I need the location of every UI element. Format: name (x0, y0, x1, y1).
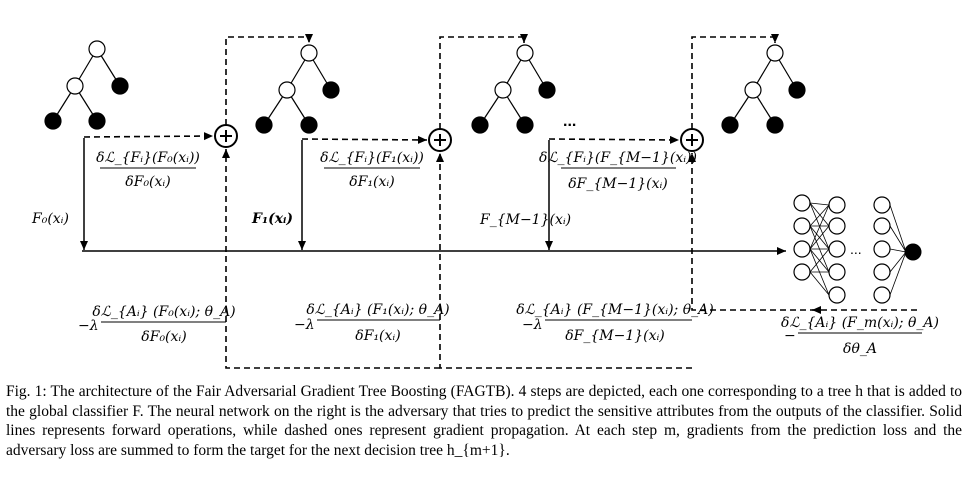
pred-grad-den-2: δF_{M−1}(xᵢ) (568, 176, 668, 192)
pred-grad-fraction-2: δℒ_{Fᵢ}(F_{M−1}(xᵢ)) δF_{M−1}(xᵢ) (539, 150, 697, 192)
trees-ellipsis: ... (563, 113, 576, 130)
adversary-network: ... (793, 194, 922, 304)
adv-grad-fraction-0: −λ δℒ_{Aᵢ} (F₀(xᵢ); θ_A) δF₀(xᵢ) (78, 304, 236, 345)
adv-grad-den-1: δF₁(xᵢ) (355, 328, 400, 344)
forward-lines (80, 138, 786, 255)
pred-grad-num-1: δℒ_{Fᵢ}(F₁(xᵢ)) (320, 150, 424, 166)
adv-grad-fraction-3: − δℒ_{Aᵢ} (F_m(xᵢ); θ_A) δθ_A (781, 315, 939, 357)
sum-node-2 (428, 128, 452, 152)
pred-grad-num-2: δℒ_{Fᵢ}(F_{M−1}(xᵢ)) (539, 150, 697, 166)
figure-caption: Fig. 1: The architecture of the Fair Adv… (6, 383, 962, 459)
tree-1 (255, 44, 340, 134)
label-f0: F₀(xᵢ) (31, 211, 69, 227)
pred-grad-fraction-1: δℒ_{Fᵢ}(F₁(xᵢ)) δF₁(xᵢ) (320, 150, 424, 190)
pred-grad-den-0: δF₀(xᵢ) (125, 174, 170, 190)
sum-node-1 (214, 124, 238, 148)
adv-grad-num-1: δℒ_{Aᵢ} (F₁(xᵢ); θ_A) (306, 302, 449, 318)
adv-grad-num-3: δℒ_{Aᵢ} (F_m(xᵢ); θ_A) (781, 315, 939, 331)
pred-grad-den-1: δF₁(xᵢ) (349, 174, 394, 190)
sum-node-3 (680, 128, 704, 152)
tree-3 (721, 44, 806, 134)
adv-grad-fraction-2: −λ δℒ_{Aᵢ} (F_{M−1}(xᵢ); θ_A) δF_{M−1}(x… (516, 302, 713, 344)
label-fm1: F_{M−1}(xᵢ) (479, 212, 571, 228)
adv-grad-prefix-3: − (784, 328, 796, 344)
label-f1: F₁(xᵢ) (251, 211, 293, 227)
adv-grad-prefix-2: −λ (522, 317, 543, 333)
adv-grad-num-0: δℒ_{Aᵢ} (F₀(xᵢ); θ_A) (92, 304, 235, 320)
adv-grad-den-3: δθ_A (843, 341, 877, 357)
adv-grad-num-2: δℒ_{Aᵢ} (F_{M−1}(xᵢ); θ_A) (516, 302, 713, 318)
nn-ellipsis: ... (850, 241, 862, 257)
pred-grad-num-0: δℒ_{Fᵢ}(F₀(xᵢ)) (96, 150, 200, 166)
adv-grad-prefix-0: −λ (78, 318, 99, 334)
gradient-lines (83, 34, 917, 369)
adv-grad-fraction-1: −λ δℒ_{Aᵢ} (F₁(xᵢ); θ_A) δF₁(xᵢ) (294, 302, 450, 344)
adv-grad-den-0: δF₀(xᵢ) (141, 329, 186, 345)
pred-grad-fraction-0: δℒ_{Fᵢ}(F₀(xᵢ)) δF₀(xᵢ) (96, 150, 200, 190)
adv-grad-prefix-1: −λ (294, 317, 315, 333)
tree-0 (44, 40, 129, 130)
adv-grad-den-2: δF_{M−1}(xᵢ) (565, 328, 665, 344)
tree-2 (471, 44, 556, 134)
fagtb-architecture-diagram: ... (31, 34, 939, 369)
